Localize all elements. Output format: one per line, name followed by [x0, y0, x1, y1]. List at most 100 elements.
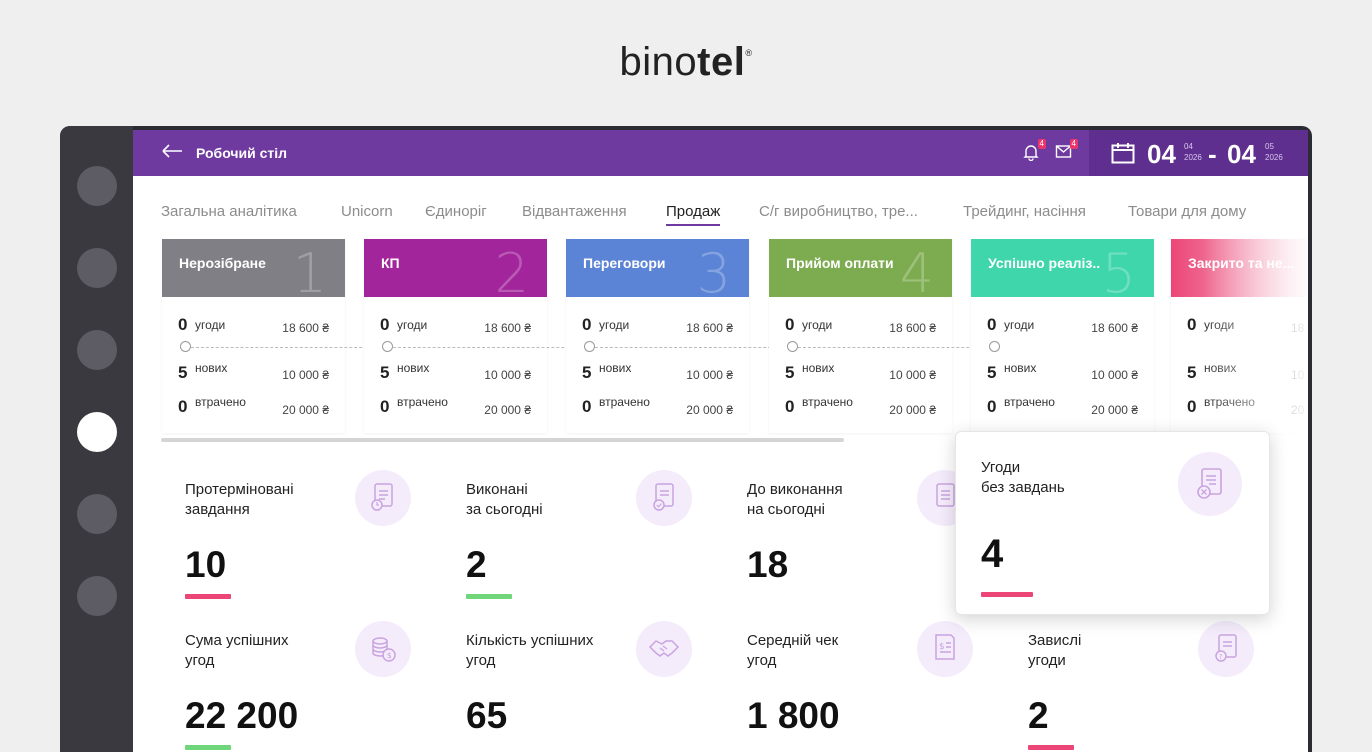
stage-node [787, 341, 798, 352]
deal-no-tasks-icon [1178, 452, 1242, 516]
date-separator: - [1208, 139, 1217, 169]
stage-lost-count: 0 [987, 397, 997, 416]
stage-header[interactable]: Успішно реаліз.. 5 [971, 239, 1154, 297]
stage-new-label: нових [1004, 361, 1037, 375]
svg-text:?: ? [1219, 653, 1223, 661]
stage-lost-sum: 20 000 ₴ [889, 403, 936, 417]
kpi-deals-without-tasks-card[interactable]: Угоди без завдань 4 [955, 431, 1270, 615]
stage-new-label: нових [397, 361, 430, 375]
stuck-deals-icon: ? [1198, 621, 1254, 677]
stage-deals-sum: 18 600 ₴ [484, 321, 531, 335]
stage-deals-sum: 18 600 ₴ [889, 321, 936, 335]
stage-lost-sum: 20 [1291, 403, 1305, 417]
tab-trading-seeds[interactable]: Трейдинг, насіння [963, 203, 1086, 220]
stage-new-label: нових [802, 361, 835, 375]
tab-agri-production[interactable]: С/г виробництво, тре... [759, 203, 918, 220]
kpi-average-check[interactable]: Середній чек угод $ 1 800 [747, 621, 997, 752]
stages-scrollbar [161, 438, 1308, 442]
tab-unicorn[interactable]: Unicorn [341, 203, 393, 220]
stage-lost-count: 0 [785, 397, 795, 416]
stage-lost-sum: 20 000 ₴ [282, 403, 329, 417]
top-bar: Робочий стіл 4 4 04 04 2026 - 04 05 2026 [133, 130, 1308, 176]
stage-new-label: нових [599, 361, 632, 375]
tab-shipment[interactable]: Відвантаження [522, 203, 627, 220]
stage-deals-count: 0 [785, 315, 795, 334]
kpi-indicator-bar [1028, 745, 1074, 750]
stage-lost-sum: 20 000 ₴ [686, 403, 733, 417]
stage-header[interactable]: КП 2 [364, 239, 547, 297]
stage-header[interactable]: Прийом оплати 4 [769, 239, 952, 297]
messages-badge: 4 [1069, 139, 1078, 149]
stage-deals-count: 0 [1187, 315, 1197, 334]
back-arrow-icon[interactable] [161, 142, 183, 165]
stage-deals-count: 0 [380, 315, 390, 334]
stage-connector [798, 347, 989, 348]
tab-general-analytics[interactable]: Загальна аналітика [161, 203, 297, 220]
kpi-done-today[interactable]: Виконані за сьогодні 2 [466, 470, 716, 620]
bell-icon[interactable]: 4 [1023, 139, 1046, 162]
stage-connector [191, 347, 382, 348]
stage-header[interactable]: Нерозібране 1 [162, 239, 345, 297]
rail-nav-item-2[interactable] [77, 248, 117, 288]
stage-deals-label: угоди [1004, 318, 1035, 332]
stage-node [382, 341, 393, 352]
stage-new-label: нових [195, 361, 228, 375]
date-from-month: 04 [1184, 142, 1193, 151]
kpi-indicator-bar [185, 745, 231, 750]
stage-deals-label: угоди [802, 318, 833, 332]
tab-home-goods[interactable]: Товари для дому [1128, 203, 1247, 220]
date-to-month: 05 [1265, 142, 1274, 151]
stage-lost-label: втрачено [802, 395, 853, 409]
stage-header[interactable]: Закрито та не... [1171, 239, 1308, 297]
stage-deals-label: угоди [195, 318, 226, 332]
rail-nav-item-3[interactable] [77, 330, 117, 370]
stage-new-sum: 10 000 ₴ [889, 368, 936, 382]
stage-new-sum: 10 000 ₴ [1091, 368, 1138, 382]
svg-text:$: $ [387, 651, 392, 660]
stages-scrollbar-thumb[interactable] [161, 438, 844, 442]
stage-connector [595, 347, 786, 348]
date-range-picker[interactable]: 04 04 2026 - 04 05 2026 [1089, 130, 1308, 176]
stage-deals-sum: 18 600 ₴ [1091, 321, 1138, 335]
tab-edynorih[interactable]: Єдиноріг [425, 203, 487, 220]
stage-connector [393, 347, 584, 348]
rail-nav-item-1[interactable] [77, 166, 117, 206]
date-to-day: 04 [1227, 139, 1256, 169]
binotel-logo: binotel® [619, 40, 753, 84]
kpi-success-count[interactable]: Кількість успішних угод 65 [466, 621, 716, 752]
rail-nav-item-6[interactable] [77, 576, 117, 616]
mail-icon[interactable]: 4 [1055, 139, 1078, 161]
stage-deals-count: 0 [987, 315, 997, 334]
kpi-indicator-bar [466, 594, 512, 599]
stage-new-sum: 10 [1291, 368, 1305, 382]
stage-lost-sum: 20 000 ₴ [484, 403, 531, 417]
stage-lost-label: втрачено [1004, 395, 1055, 409]
stage-new-count: 5 [1187, 363, 1197, 382]
stage-new-count: 5 [785, 363, 795, 382]
stage-new-count: 5 [582, 363, 592, 382]
stage-card: КП 2 0 угоди 18 600 ₴ 5 нових 10 000 ₴ 0… [364, 239, 584, 433]
kpi-indicator-bar [185, 594, 231, 599]
handshake-icon [636, 621, 692, 677]
stage-new-count: 5 [178, 363, 188, 382]
stage-card: Переговори 3 0 угоди 18 600 ₴ 5 нових 10… [566, 239, 786, 433]
kpi-success-sum[interactable]: Сума успішних угод $ 22 200 [185, 621, 435, 752]
stage-deals-label: угоди [397, 318, 428, 332]
notifications-badge: 4 [1037, 139, 1046, 149]
stage-header[interactable]: Переговори 3 [566, 239, 749, 297]
stage-node [584, 341, 595, 352]
stage-new-label: нових [1204, 361, 1237, 375]
rail-nav-item-5[interactable] [77, 494, 117, 534]
stage-lost-label: втрачено [195, 395, 246, 409]
pipeline-stages: Нерозібране 1 0 угоди 18 600 ₴ 5 нових 1… [133, 239, 1308, 439]
calendar-icon [1111, 142, 1135, 164]
kpi-stuck-deals[interactable]: Завислі угоди ? 2 [1028, 621, 1278, 752]
stage-lost-count: 0 [582, 397, 592, 416]
kpi-overdue-tasks[interactable]: Протерміновані завдання 10 [185, 470, 435, 620]
tab-sales[interactable]: Продаж [666, 203, 721, 226]
stage-new-sum: 10 000 ₴ [282, 368, 329, 382]
svg-text:$: $ [939, 642, 945, 652]
stage-card: Закрито та не... 0 угоди 18 5 нових 10 0… [1171, 239, 1308, 433]
rail-nav-item-active[interactable] [77, 412, 117, 452]
stage-card: Успішно реаліз.. 5 0 угоди 18 600 ₴ 5 но… [971, 239, 1154, 433]
